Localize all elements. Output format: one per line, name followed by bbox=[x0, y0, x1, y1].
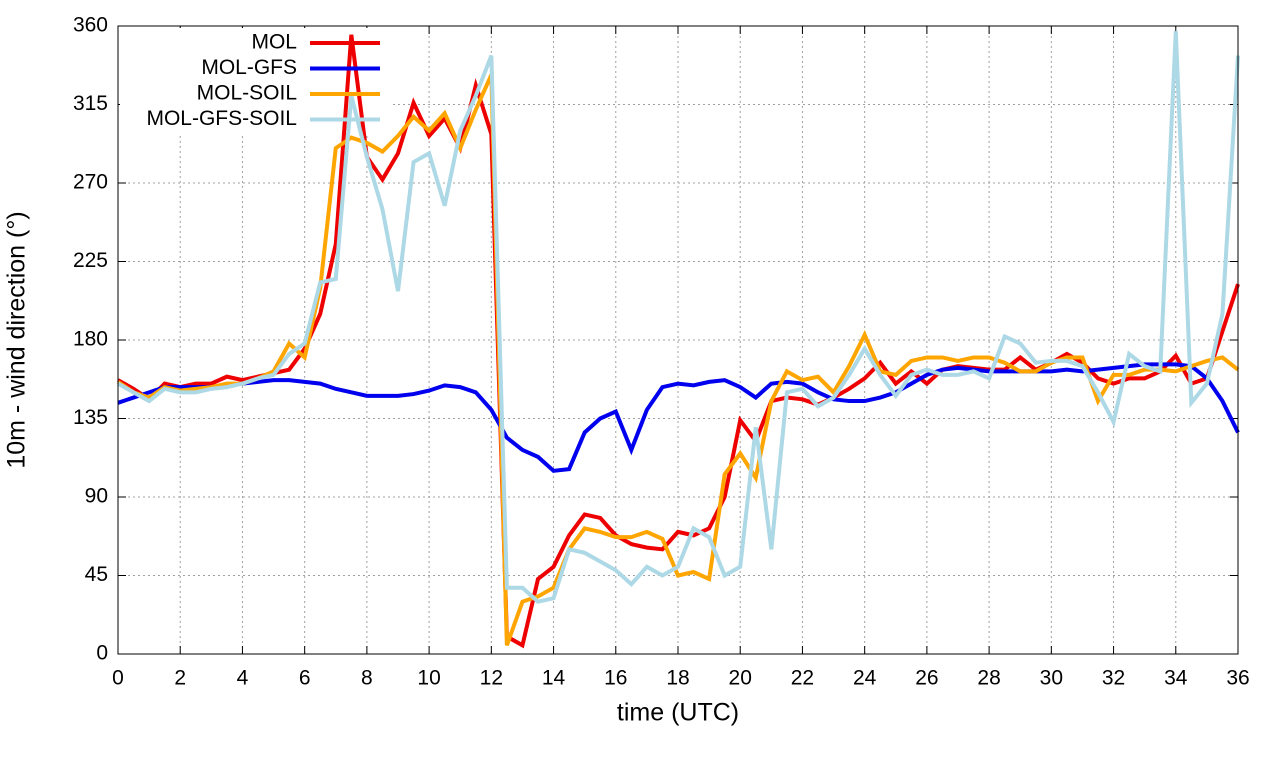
x-tick-label: 32 bbox=[1102, 667, 1125, 690]
x-axis-label: time (UTC) bbox=[617, 699, 739, 727]
y-axis-label: 10m - wind direction (°) bbox=[3, 211, 31, 468]
x-tick-label: 0 bbox=[112, 667, 124, 690]
x-tick-label: 2 bbox=[174, 667, 186, 690]
x-tick-label: 6 bbox=[299, 667, 311, 690]
series-line bbox=[117, 31, 1240, 604]
x-tick-label: 28 bbox=[977, 667, 1000, 690]
y-tick-label: 225 bbox=[73, 249, 108, 272]
x-tick-label: 12 bbox=[480, 667, 503, 690]
x-tick-label: 20 bbox=[729, 667, 752, 690]
x-tick-label: 26 bbox=[915, 667, 938, 690]
y-tick-label: 360 bbox=[73, 14, 108, 37]
x-tick-label: 16 bbox=[604, 667, 627, 690]
y-tick-label: 90 bbox=[85, 485, 108, 508]
plot-frame bbox=[117, 25, 1239, 655]
x-tick-label: 22 bbox=[791, 667, 814, 690]
x-tick-label: 4 bbox=[237, 667, 249, 690]
y-tick-label: 315 bbox=[73, 92, 108, 115]
legend-label: MOL-GFS bbox=[201, 56, 297, 79]
y-tick-label: 45 bbox=[85, 563, 108, 586]
x-tick-label: 24 bbox=[853, 667, 877, 690]
x-tick-label: 36 bbox=[1226, 667, 1249, 690]
y-tick-label: 180 bbox=[73, 328, 108, 351]
legend-label: MOL-GFS-SOIL bbox=[146, 107, 297, 130]
y-tick-label: 270 bbox=[73, 171, 108, 194]
x-tick-label: 8 bbox=[361, 667, 373, 690]
x-tick-label: 34 bbox=[1164, 667, 1188, 690]
y-tick-label: 0 bbox=[96, 642, 108, 665]
series-line bbox=[117, 362, 1240, 473]
x-tick-label: 10 bbox=[417, 667, 440, 690]
y-tick-label: 135 bbox=[73, 406, 108, 429]
legend-label: MOL bbox=[251, 31, 297, 54]
x-tick-label: 18 bbox=[666, 667, 689, 690]
legend-label: MOL-SOIL bbox=[197, 82, 297, 105]
x-tick-label: 30 bbox=[1040, 667, 1063, 690]
x-tick-label: 14 bbox=[542, 667, 566, 690]
